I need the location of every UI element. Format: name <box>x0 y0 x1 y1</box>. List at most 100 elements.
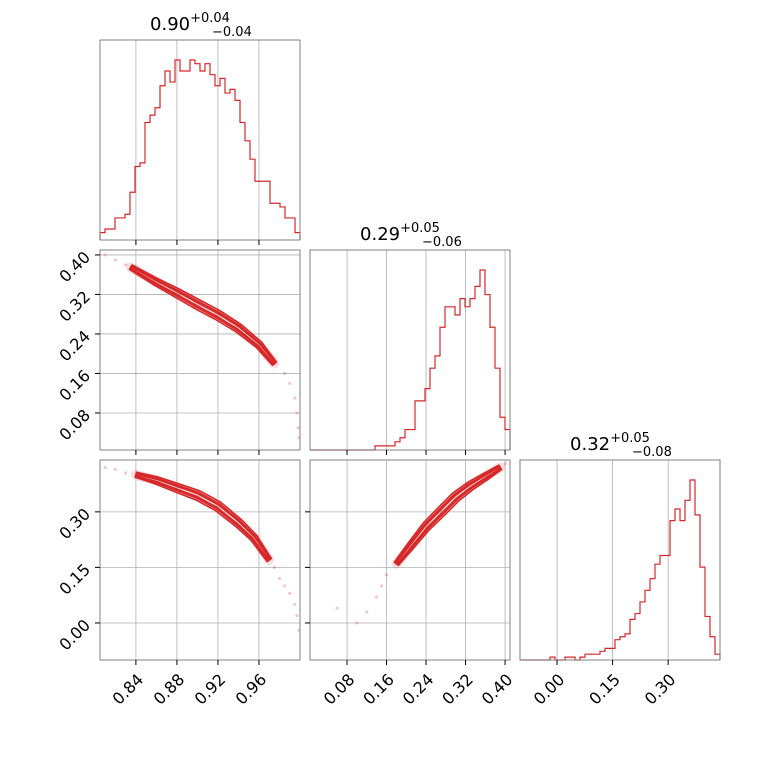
scatter-point <box>293 602 297 607</box>
density-band <box>465 471 491 491</box>
density-band <box>233 323 264 350</box>
title-param-1: 0.29+0.05 <box>360 221 440 245</box>
grid <box>135 40 260 240</box>
x-tick-label: 0.88 <box>150 670 189 709</box>
scatter-point <box>295 613 299 618</box>
x-tick-label: 0.84 <box>109 670 148 709</box>
x-tick-label: 0.32 <box>438 670 477 709</box>
scatter-point <box>375 595 379 599</box>
scatter-point <box>272 565 276 570</box>
panel-frame <box>99 39 301 241</box>
panel-1-1 <box>309 249 511 455</box>
panel-bg <box>100 250 300 450</box>
panel-2-1 <box>305 459 511 665</box>
density-band <box>125 262 162 288</box>
scatter-point <box>124 471 128 475</box>
panel-bg <box>310 460 510 660</box>
scatter-point <box>124 263 128 267</box>
scatter-point <box>288 591 292 595</box>
x-tick-label: 0.24 <box>399 670 438 709</box>
panel-frame <box>309 459 511 661</box>
x-tick-label: 0.00 <box>530 670 569 709</box>
panel-2-2 <box>519 459 721 665</box>
y-tick-label: 0.08 <box>55 406 94 445</box>
scatter-point <box>113 258 117 262</box>
density-band <box>391 540 417 569</box>
y-tick-label: 0.24 <box>55 327 94 366</box>
panel-frame <box>309 249 511 451</box>
scatter-point <box>335 606 339 610</box>
contour-level-1 <box>134 471 273 563</box>
scatter-point <box>288 381 292 385</box>
scatter-point <box>293 396 297 400</box>
scatter-point <box>277 576 282 581</box>
title-plus: +0.05 <box>610 431 650 446</box>
density-band <box>421 506 446 532</box>
panel-1-0 <box>95 249 301 455</box>
contour-level-3 <box>134 473 271 562</box>
x-tick-label: 0.96 <box>232 670 271 709</box>
panel-0-0 <box>99 39 301 245</box>
scatter-point <box>103 253 107 257</box>
x-tick-label: 0.40 <box>478 670 517 709</box>
histogram-series <box>520 479 721 661</box>
title-plus: +0.04 <box>190 11 230 26</box>
x-tick-label: 0.08 <box>320 670 359 709</box>
density-band <box>151 475 182 493</box>
panel-frame <box>519 459 721 661</box>
density-band <box>192 490 223 512</box>
title-minus-0: −0.04 <box>212 25 252 40</box>
title-minus-1: −0.06 <box>422 235 462 250</box>
scatter-point <box>503 462 507 466</box>
panel-frame <box>99 459 301 661</box>
panel-bg <box>310 250 510 450</box>
title-median: 0.32 <box>570 434 610 455</box>
density-band <box>171 287 203 310</box>
scatter-point <box>283 371 287 376</box>
title-median: 0.90 <box>150 14 190 35</box>
y-tick-label: 0.40 <box>55 248 94 287</box>
panel-bg <box>100 40 300 240</box>
density-band <box>435 492 461 517</box>
grid <box>346 250 506 450</box>
contour-level-3 <box>395 465 502 565</box>
grid <box>100 250 300 450</box>
y-tick-label: 0.30 <box>55 504 94 543</box>
scatter-point <box>283 584 287 588</box>
y-tick-label: 0.32 <box>55 287 94 326</box>
contour-level-1 <box>393 464 503 567</box>
density-band <box>130 469 162 486</box>
density-band <box>450 480 476 503</box>
x-tick-label: 0.16 <box>359 670 398 709</box>
scatter-point <box>384 573 389 577</box>
scatter-point <box>103 465 107 470</box>
density-band <box>480 462 506 482</box>
panel-bg <box>520 460 720 660</box>
scatter-point <box>355 621 359 625</box>
scatter-point <box>113 467 117 471</box>
y-tick-label: 0.00 <box>55 616 94 655</box>
x-tick-label: 0.15 <box>585 670 624 709</box>
panel-2-0 <box>95 459 301 665</box>
x-tick-label: 0.30 <box>641 670 680 709</box>
density-band <box>151 277 182 298</box>
title-minus-2: −0.08 <box>632 445 672 460</box>
panel-frame <box>99 249 301 451</box>
contour-level-1 <box>128 264 278 366</box>
grid <box>556 460 669 660</box>
title-median: 0.29 <box>360 224 400 245</box>
scatter-point <box>296 426 300 430</box>
scatter-point <box>295 411 299 415</box>
scatter-point <box>365 610 369 614</box>
histogram-series <box>99 59 301 240</box>
density-band <box>253 339 280 369</box>
contour-level-3 <box>129 265 276 365</box>
title-plus: +0.05 <box>400 221 440 236</box>
density-band <box>171 482 203 501</box>
density-band <box>212 501 244 528</box>
y-tick-label: 0.16 <box>55 366 94 405</box>
density-band <box>233 517 259 543</box>
density-band <box>192 299 223 321</box>
title-param-0: 0.90+0.04 <box>150 11 230 35</box>
